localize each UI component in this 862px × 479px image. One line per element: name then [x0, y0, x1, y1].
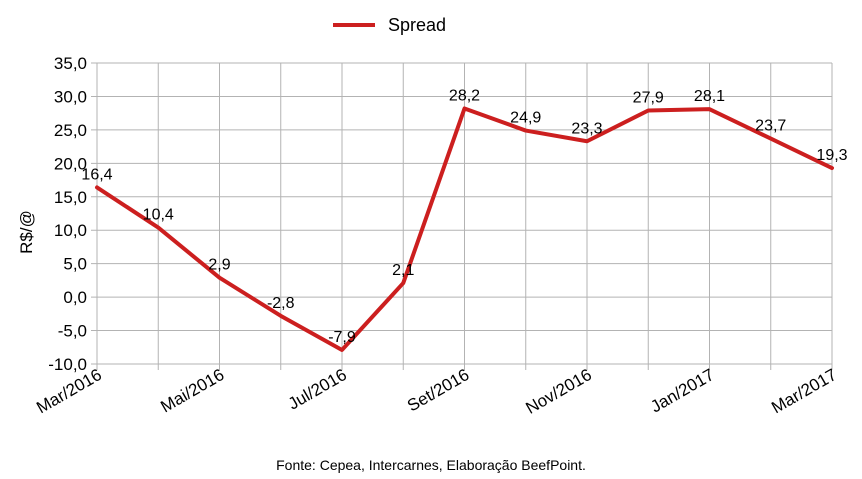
- data-label: 23,3: [571, 120, 602, 137]
- grid-lines: [91, 62, 833, 370]
- x-tick-label: Nov/2016: [522, 365, 595, 418]
- data-label: -2,8: [267, 295, 295, 312]
- y-tick-label: 0,0: [63, 288, 87, 307]
- data-label: 28,1: [694, 88, 725, 105]
- legend-label-spread: Spread: [388, 15, 446, 35]
- y-tick-label: -5,0: [58, 322, 87, 341]
- data-label: 19,3: [816, 147, 847, 164]
- y-tick-label: -10,0: [48, 355, 87, 374]
- y-tick-label: 10,0: [54, 221, 87, 240]
- y-tick-label: 20,0: [54, 154, 87, 173]
- y-axis-title: R$/@: [17, 210, 36, 254]
- x-tick-labels: Mar/2016 Mai/2016 Jul/2016 Set/2016 Nov/2016…: [33, 365, 840, 418]
- data-label: 28,2: [449, 87, 480, 104]
- y-tick-label: 15,0: [54, 188, 87, 207]
- data-labels: 16,4 10,4 2,9 -2,8 -7,9 2,1 28,2 24,9 23,3 27,9 28…: [81, 87, 847, 345]
- data-label: 2,9: [208, 257, 230, 274]
- data-label: 2,1: [392, 262, 414, 279]
- data-label: 16,4: [81, 166, 112, 183]
- x-tick-label: Jan/2017: [647, 365, 717, 416]
- x-tick-label: Mai/2016: [157, 365, 227, 416]
- y-tick-label: 35,0: [54, 54, 87, 73]
- series-line-spread: [95, 106, 834, 352]
- x-tick-label: Mar/2017: [768, 365, 840, 417]
- x-tick-label: Set/2016: [404, 365, 472, 415]
- data-label: 10,4: [143, 207, 174, 224]
- y-tick-label: 25,0: [54, 121, 87, 140]
- source-note: Fonte: Cepea, Intercarnes, Elaboração Be…: [276, 457, 586, 473]
- y-tick-label: 5,0: [63, 255, 87, 274]
- data-label: 27,9: [633, 89, 664, 106]
- legend: Spread: [333, 15, 446, 35]
- x-tick-label: Jul/2016: [285, 365, 350, 414]
- data-label: 24,9: [510, 110, 541, 127]
- series-lines: [95, 106, 834, 352]
- y-tick-label: 30,0: [54, 87, 87, 106]
- data-label: 23,7: [755, 118, 786, 135]
- y-tick-labels: -10,0 -5,0 0,0 5,0 10,0 15,0 20,0 25,0 30,0 35,0: [48, 54, 87, 374]
- data-label: -7,9: [328, 329, 356, 346]
